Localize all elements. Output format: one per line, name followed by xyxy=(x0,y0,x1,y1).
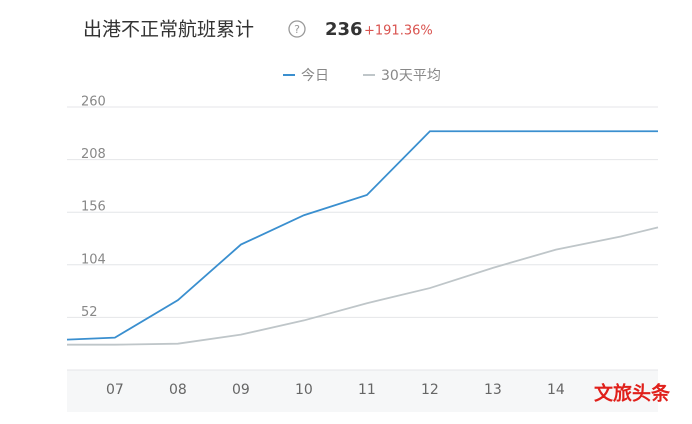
x-tick-label: 10 xyxy=(295,382,313,398)
y-tick-label: 104 xyxy=(81,252,106,267)
help-icon[interactable]: ? xyxy=(288,20,306,38)
x-tick-label: 07 xyxy=(106,382,124,398)
x-axis-band xyxy=(67,370,658,412)
x-tick-label: 13 xyxy=(484,382,502,398)
legend-label: 今日 xyxy=(301,68,329,84)
y-tick-label: 52 xyxy=(81,305,98,320)
x-tick-label: 09 xyxy=(232,382,250,398)
y-tick-label: 156 xyxy=(81,200,106,215)
series-line xyxy=(66,130,658,341)
x-tick-label: 14 xyxy=(547,382,565,398)
y-tick-label: 260 xyxy=(81,95,106,110)
summary-change: +191.36% xyxy=(364,24,433,39)
chart-title: 出港不正常航班累计 xyxy=(83,19,254,41)
summary-value: 236 xyxy=(325,19,363,40)
y-tick-label: 208 xyxy=(81,147,106,162)
series-line xyxy=(67,226,659,346)
x-tick-label: 12 xyxy=(421,382,439,398)
legend-label: 30天平均 xyxy=(381,68,441,84)
x-tick-label: 08 xyxy=(169,382,187,398)
x-tick-label: 11 xyxy=(358,382,376,398)
watermark: 文旅头条 xyxy=(594,382,671,405)
svg-text:?: ? xyxy=(294,23,300,36)
